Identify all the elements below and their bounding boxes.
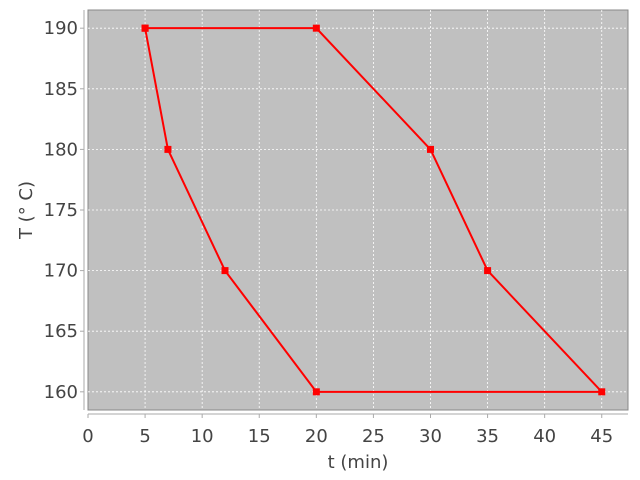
x-axis-label: t (min) [328,452,389,473]
y-tick-label: 160 [44,382,78,403]
data-point [598,388,606,396]
x-tick-label: 25 [362,426,385,447]
x-tick-label: 45 [590,426,613,447]
y-tick-label: 165 [44,321,78,342]
x-tick-label: 20 [305,426,328,447]
y-axis-label: T (° C) [16,181,37,240]
data-point [221,267,229,275]
x-tick-label: 15 [248,426,271,447]
x-tick-label: 40 [533,426,556,447]
y-tick-label: 190 [44,18,78,39]
data-point [426,145,434,153]
data-point [141,24,149,32]
data-point [312,388,320,396]
data-point [484,267,492,275]
x-tick-label: 0 [82,426,93,447]
data-point [164,145,172,153]
y-tick-label: 170 [44,261,78,282]
y-tick-label: 180 [44,139,78,160]
x-tick-label: 30 [419,426,442,447]
x-tick-label: 5 [139,426,150,447]
x-tick-label: 35 [476,426,499,447]
y-tick-label: 185 [44,79,78,100]
x-tick-label: 10 [191,426,214,447]
data-point [312,24,320,32]
y-tick-label: 175 [44,200,78,221]
